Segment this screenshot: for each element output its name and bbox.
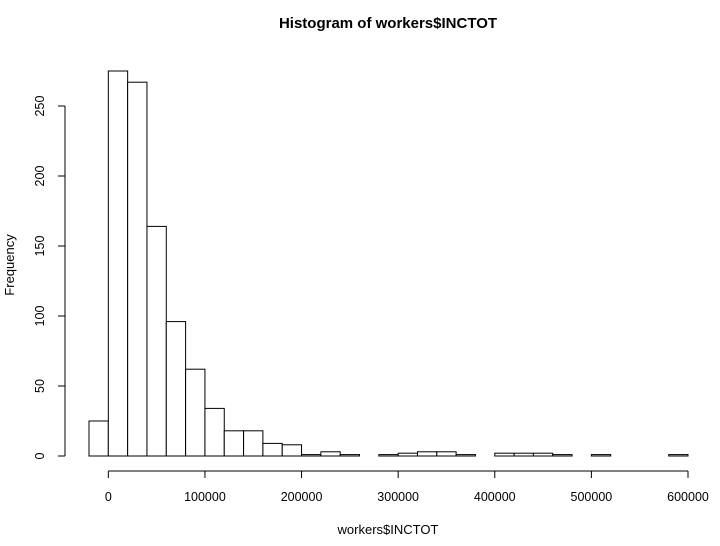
x-tick-label: 0: [105, 490, 112, 504]
x-tick-label: 300000: [377, 490, 419, 504]
histogram-bar: [339, 454, 361, 457]
histogram-bar: [397, 452, 418, 457]
y-axis: 0 50 100 150 200 250: [33, 96, 66, 459]
histogram-bar: [552, 454, 573, 457]
x-tick-label: 400000: [474, 490, 516, 504]
histogram-bar: [436, 451, 457, 457]
histogram-bar: [185, 368, 206, 457]
x-tick-label: 200000: [281, 490, 323, 504]
x-axis-label: workers$INCTOT: [337, 522, 439, 537]
histogram-bar: [223, 430, 245, 457]
histogram-bar: [378, 454, 399, 457]
histogram-bar: [107, 70, 129, 457]
y-tick-label: 250: [33, 96, 47, 117]
histogram-bar: [455, 454, 476, 457]
y-tick-label: 50: [33, 379, 47, 393]
histogram-bar: [494, 452, 515, 457]
y-tick-label: 0: [33, 452, 47, 459]
x-tick-label: 100000: [184, 490, 226, 504]
histogram-bar: [668, 454, 689, 457]
y-tick-label: 150: [33, 236, 47, 257]
histogram-bar: [146, 225, 167, 457]
chart-title: Histogram of workers$INCTOT: [279, 15, 497, 32]
histogram-bar: [301, 454, 322, 457]
y-tick-label: 100: [33, 306, 47, 327]
histogram-bar: [243, 430, 264, 457]
bars-group: [88, 70, 689, 457]
histogram-bar: [532, 452, 554, 457]
histogram-bar: [165, 321, 187, 457]
histogram-bar: [513, 452, 534, 457]
histogram-bar: [281, 444, 303, 457]
histogram-bar: [262, 442, 283, 457]
y-axis-label: Frequency: [2, 234, 17, 296]
x-tick-label: 500000: [571, 490, 613, 504]
y-tick-label: 200: [33, 166, 47, 187]
x-axis: 0 100000 200000 300000 400000 500000 600000: [105, 470, 709, 504]
histogram-bar: [590, 454, 612, 457]
histogram-bar: [204, 407, 225, 457]
histogram-bar: [127, 81, 148, 457]
histogram-bar: [416, 451, 438, 457]
histogram-bar: [320, 451, 341, 457]
x-tick-label: 600000: [667, 490, 709, 504]
histogram-bar: [88, 420, 109, 457]
